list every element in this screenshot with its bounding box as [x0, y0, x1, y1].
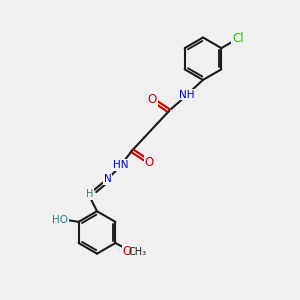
Text: HN: HN: [113, 160, 129, 170]
Text: CH₃: CH₃: [129, 248, 147, 257]
Text: O: O: [145, 156, 154, 169]
Text: HO: HO: [52, 215, 68, 225]
Text: H: H: [86, 189, 94, 199]
Text: N: N: [104, 174, 112, 184]
Text: Cl: Cl: [232, 32, 244, 45]
Text: O: O: [122, 245, 132, 258]
Text: NH: NH: [179, 90, 195, 100]
Text: O: O: [148, 93, 157, 106]
